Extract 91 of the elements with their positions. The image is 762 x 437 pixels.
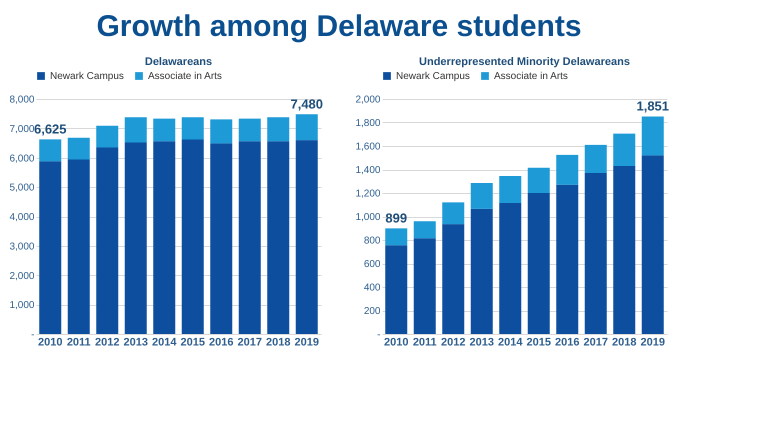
x-tick-label: 2018: [266, 336, 290, 348]
bar: [210, 119, 232, 144]
x-tick-label: 2019: [640, 336, 665, 348]
bar: [153, 118, 176, 142]
x-tick-label: 2012: [441, 336, 466, 348]
x-tick-label: 2019: [294, 336, 319, 348]
y-tick-label: 200: [364, 306, 381, 317]
legend-label: Associate in Arts: [148, 71, 222, 82]
bar: [267, 117, 290, 142]
bar: [238, 141, 261, 334]
bar: [528, 193, 550, 334]
annotation: 1,851: [636, 98, 670, 114]
bar: [414, 221, 436, 238]
x-tick-label: 2012: [95, 336, 120, 348]
x-tick-label: 2016: [555, 336, 580, 348]
y-tick-label: 400: [364, 282, 381, 294]
y-tick-label: -: [377, 330, 380, 340]
bar: [642, 116, 664, 156]
bar: [470, 208, 493, 334]
x-tick-label: 2016: [209, 336, 234, 348]
chart-title: Underrepresented Minority Delawareans: [419, 56, 630, 68]
bar: [584, 173, 607, 334]
bar: [153, 141, 176, 334]
y-tick-label: 6,000: [9, 153, 35, 164]
y-tick-label: 1,400: [355, 165, 381, 176]
y-tick-label: 8,000: [9, 94, 35, 106]
bar: [470, 183, 493, 209]
bar: [385, 245, 408, 334]
x-tick-label: 2018: [612, 336, 636, 348]
bar: [584, 144, 607, 174]
y-tick-label: -: [31, 330, 34, 340]
bar: [613, 166, 636, 334]
y-tick-label: 1,000: [9, 300, 35, 312]
bar: [68, 138, 90, 160]
x-tick-label: 2017: [584, 336, 608, 348]
bar: [385, 228, 408, 246]
bar: [68, 160, 90, 334]
bar: [499, 202, 522, 334]
bar: [528, 168, 550, 193]
y-tick-label: 2,000: [9, 270, 35, 282]
x-tick-label: 2013: [470, 336, 494, 348]
bar: [556, 154, 578, 185]
y-tick-label: 7,000: [9, 124, 35, 135]
x-tick-label: 2014: [152, 336, 178, 348]
bar: [210, 143, 232, 334]
x-tick-label: 2010: [38, 336, 62, 348]
bar: [124, 142, 147, 334]
y-tick-label: 1,000: [355, 212, 381, 223]
chart-title: Delawareans: [144, 56, 212, 68]
y-tick-label: 4,000: [9, 212, 35, 223]
bar: [556, 184, 578, 334]
y-tick-label: 1,600: [355, 142, 381, 152]
bar: [182, 117, 204, 140]
bar: [442, 202, 464, 224]
bar: [96, 126, 118, 148]
x-tick-label: 2010: [384, 336, 408, 348]
x-tick-label: 2011: [412, 336, 437, 348]
x-tick-label: 2017: [238, 336, 262, 348]
y-tick-label: 1,800: [355, 118, 381, 129]
bar: [442, 224, 464, 334]
x-tick-label: 2015: [180, 336, 205, 348]
bar: [96, 147, 118, 334]
y-tick-label: 600: [364, 259, 381, 270]
y-tick-label: 800: [364, 236, 381, 246]
annotation: 899: [385, 210, 408, 226]
legend-label: Newark Campus: [50, 71, 124, 82]
bar: [613, 134, 636, 166]
y-tick-label: 5,000: [9, 182, 35, 194]
y-tick-label: 3,000: [9, 241, 35, 252]
bar: [296, 114, 318, 140]
bar: [499, 176, 522, 203]
legend-label: Associate in Arts: [494, 71, 568, 82]
bar: [414, 238, 436, 334]
bar: [642, 155, 664, 334]
x-tick-label: 2011: [66, 336, 91, 348]
bar: [238, 118, 261, 142]
legend-label: Newark Campus: [396, 71, 470, 82]
bar: [39, 161, 62, 334]
x-tick-label: 2015: [526, 336, 551, 348]
x-tick-label: 2014: [498, 336, 524, 348]
bar: [39, 139, 62, 162]
y-tick-label: 2,000: [355, 94, 381, 106]
annotation: 6,625: [34, 121, 67, 136]
bar: [296, 140, 318, 334]
bar: [182, 140, 204, 334]
x-tick-label: 2013: [124, 336, 148, 348]
annotation: 7,480: [290, 96, 324, 112]
bar: [267, 141, 290, 334]
bar: [124, 117, 147, 142]
text: Growth among Delaware students: [96, 10, 582, 43]
y-tick-label: 1,200: [355, 188, 381, 200]
